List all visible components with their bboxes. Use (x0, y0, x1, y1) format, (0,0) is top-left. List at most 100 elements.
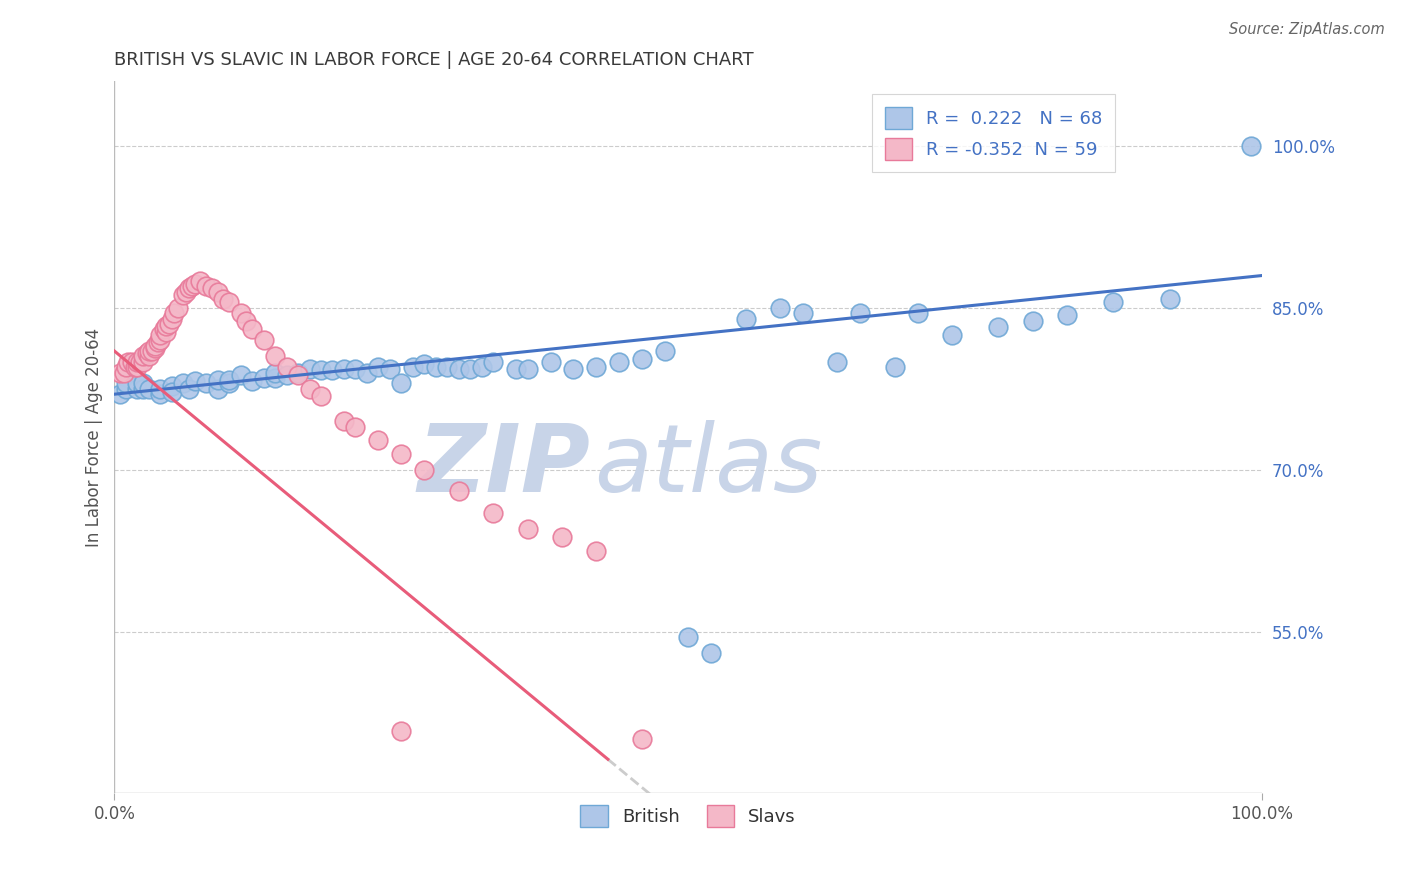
Point (135, 346, 157, 360)
Point (849, 306, 872, 320)
Point (127, 360, 149, 375)
Point (127, 355, 149, 369)
Point (132, 376, 155, 391)
Point (792, 306, 814, 320)
Point (121, 355, 143, 369)
Point (149, 333, 172, 347)
Point (108, 387, 131, 401)
Point (127, 376, 149, 391)
Point (276, 360, 298, 375)
Point (240, 322, 263, 336)
Point (287, 368, 309, 382)
Point (1021, 314, 1043, 328)
Point (298, 362, 321, 376)
Point (447, 484, 470, 499)
Text: atlas: atlas (595, 420, 823, 511)
Point (413, 357, 436, 371)
Point (551, 530, 574, 544)
Point (117, 355, 139, 369)
Point (389, 723, 412, 738)
Point (287, 366, 309, 380)
Point (631, 351, 654, 366)
Point (155, 319, 177, 334)
Point (505, 362, 527, 376)
Point (184, 374, 207, 388)
Point (252, 371, 274, 385)
Point (112, 366, 135, 380)
Point (190, 274, 212, 288)
Point (562, 362, 585, 376)
Point (941, 327, 963, 342)
Point (229, 368, 252, 382)
Point (218, 373, 240, 387)
Point (609, 355, 631, 369)
Point (907, 306, 929, 320)
Point (585, 360, 607, 375)
Point (378, 362, 401, 376)
Point (333, 414, 356, 428)
Point (218, 376, 240, 391)
Point (1239, 139, 1261, 153)
Point (769, 301, 792, 315)
Point (146, 335, 169, 350)
Point (174, 285, 197, 299)
Point (128, 355, 150, 369)
Point (389, 376, 412, 391)
Point (115, 360, 138, 375)
Point (177, 382, 200, 396)
Point (987, 320, 1010, 334)
Point (264, 371, 287, 385)
Point (172, 376, 194, 391)
Point (195, 376, 218, 391)
Point (143, 339, 166, 353)
Point (367, 433, 389, 447)
Point (585, 543, 607, 558)
Point (276, 368, 298, 382)
Point (195, 279, 218, 293)
Point (181, 279, 204, 293)
Point (166, 301, 188, 315)
Point (132, 355, 155, 369)
Point (413, 463, 436, 477)
Point (654, 344, 676, 359)
Point (425, 360, 447, 375)
Text: ZIP: ZIP (418, 420, 591, 512)
Point (827, 355, 849, 369)
Point (700, 646, 723, 660)
Point (1056, 309, 1078, 323)
Point (298, 382, 321, 396)
Point (1159, 292, 1181, 306)
Point (115, 382, 138, 396)
Point (734, 311, 756, 326)
Point (160, 378, 183, 392)
Point (138, 344, 160, 359)
Point (252, 333, 274, 347)
Point (367, 360, 389, 375)
Text: BRITISH VS SLAVIC IN LABOR FORCE | AGE 20-64 CORRELATION CHART: BRITISH VS SLAVIC IN LABOR FORCE | AGE 2… (114, 51, 754, 69)
Point (482, 506, 505, 520)
Point (356, 366, 378, 380)
Point (149, 327, 172, 342)
Point (883, 360, 905, 375)
Point (172, 288, 194, 302)
Point (138, 350, 160, 364)
Y-axis label: In Labor Force | Age 20-64: In Labor Force | Age 20-64 (86, 327, 103, 547)
Point (160, 385, 183, 400)
Point (160, 311, 183, 326)
Point (1101, 295, 1123, 310)
Point (436, 360, 458, 375)
Point (124, 360, 146, 375)
Point (229, 306, 252, 320)
Point (143, 341, 166, 355)
Point (207, 382, 229, 396)
Point (141, 344, 163, 359)
Point (389, 446, 412, 460)
Text: Source: ZipAtlas.com: Source: ZipAtlas.com (1229, 22, 1385, 37)
Point (309, 389, 332, 403)
Point (240, 374, 263, 388)
Point (127, 382, 149, 396)
Point (264, 350, 287, 364)
Point (177, 281, 200, 295)
Point (321, 363, 343, 377)
Point (333, 362, 356, 376)
